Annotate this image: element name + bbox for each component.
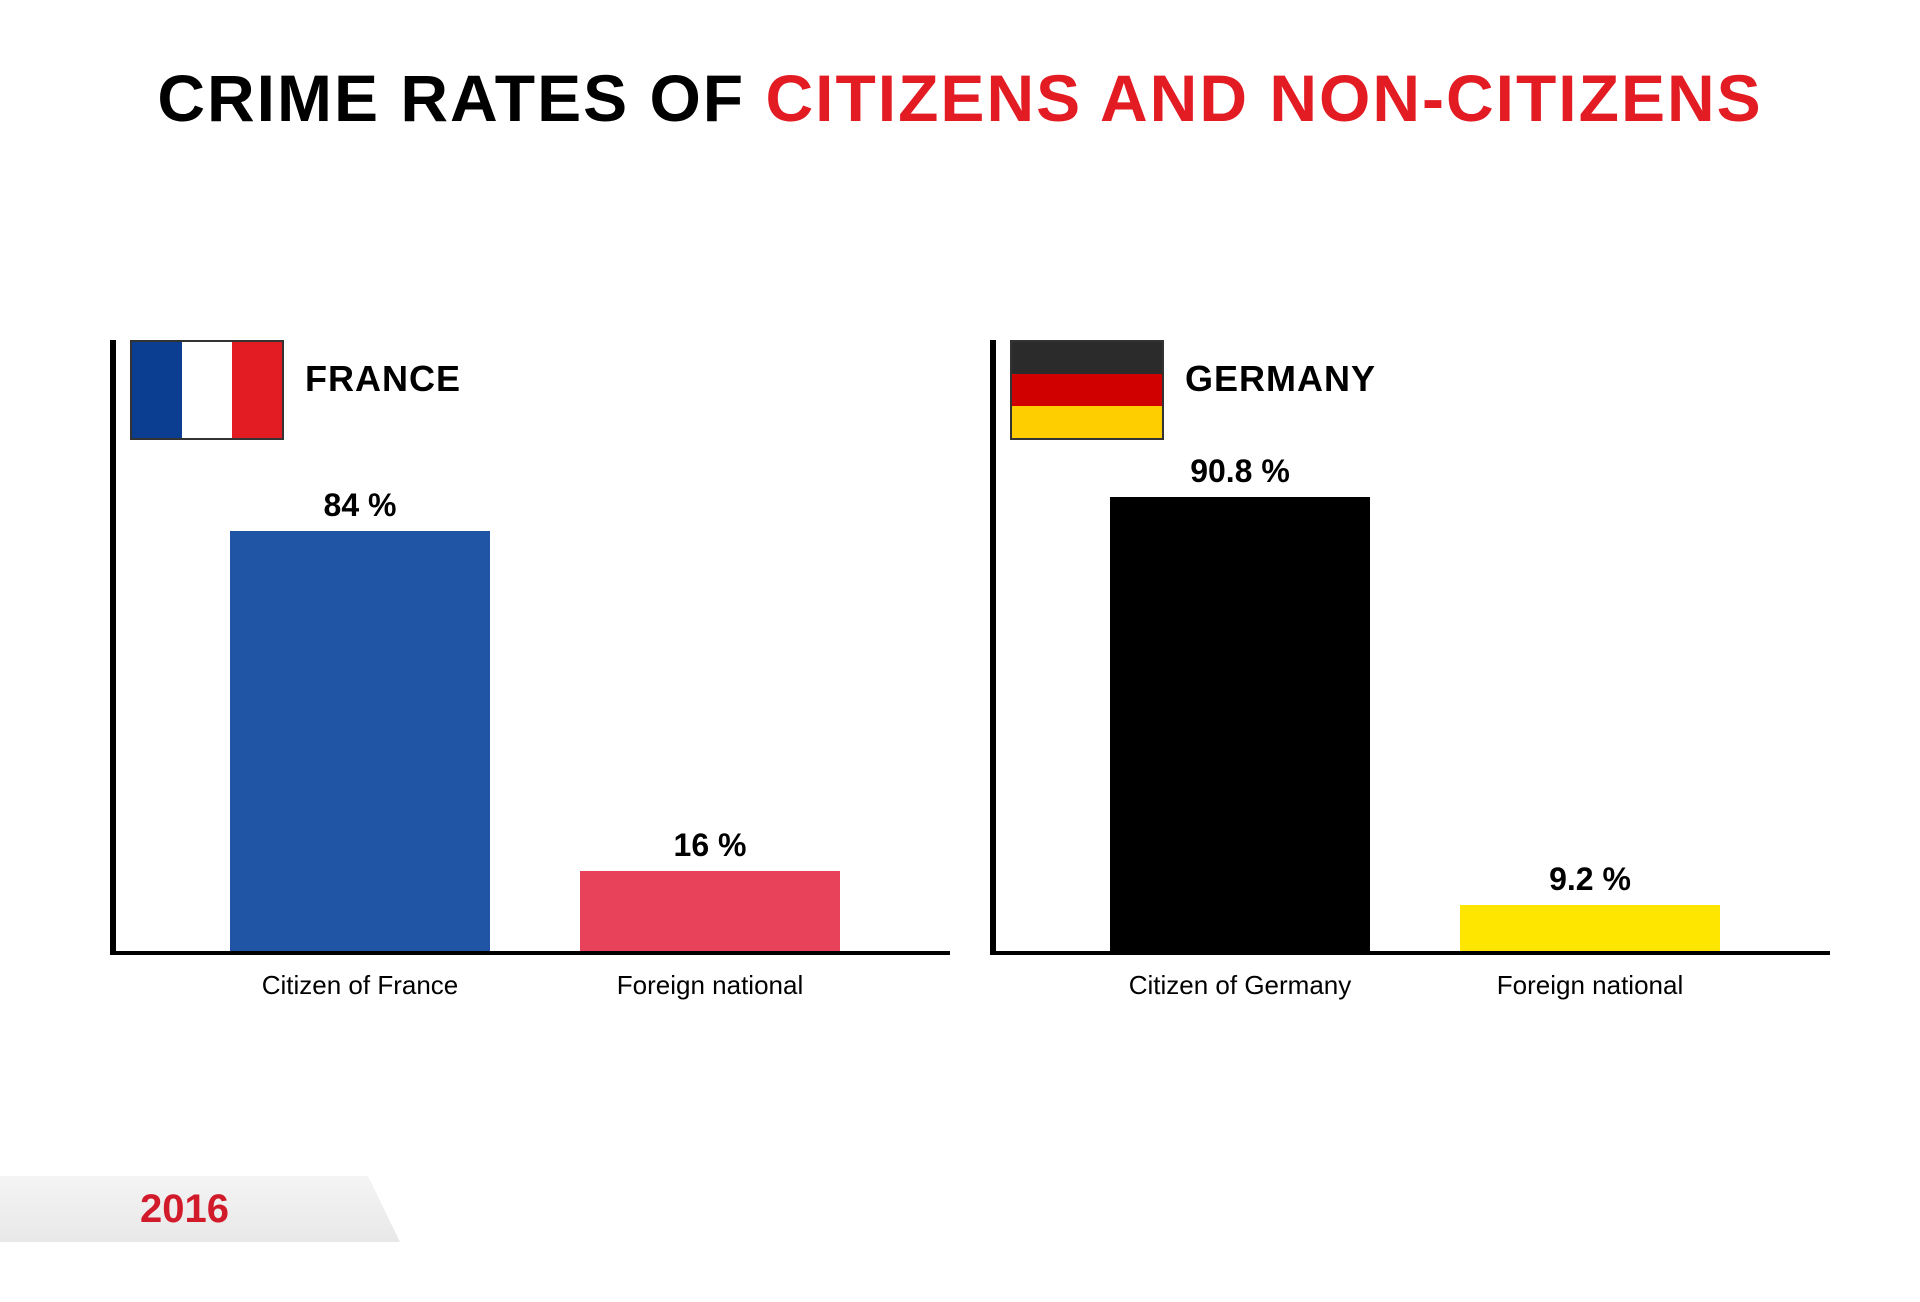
x-axis xyxy=(110,951,950,955)
bar-citizen-value: 84 % xyxy=(230,487,490,524)
bar-foreign xyxy=(1460,905,1720,951)
title-part-2: CITIZENS AND NON-CITIZENS xyxy=(765,61,1762,135)
flag-stripe-2 xyxy=(182,342,232,438)
page-title: CRIME RATES OF CITIZENS AND NON-CITIZENS xyxy=(0,60,1920,136)
bar-foreign-value: 9.2 % xyxy=(1460,861,1720,898)
charts-row: FRANCE 84 % Citizen of France 16 % Forei… xyxy=(0,340,1920,980)
bar-foreign xyxy=(580,871,840,951)
bar-citizen-value: 90.8 % xyxy=(1110,453,1370,490)
flag-stripe-1 xyxy=(132,342,182,438)
x-axis xyxy=(990,951,1830,955)
bar-foreign-value: 16 % xyxy=(580,827,840,864)
germany-flag-icon xyxy=(1010,340,1164,440)
y-axis xyxy=(110,340,116,955)
title-part-1: CRIME RATES OF xyxy=(157,61,745,135)
chart-germany: GERMANY 90.8 % Citizen of Germany 9.2 % … xyxy=(990,340,1810,980)
france-flag-icon xyxy=(130,340,284,440)
flag-stripe-3 xyxy=(1012,406,1162,438)
infographic-root: CRIME RATES OF CITIZENS AND NON-CITIZENS… xyxy=(0,0,1920,1302)
flag-stripe-3 xyxy=(232,342,282,438)
x-category-foreign: Foreign national xyxy=(1440,970,1740,1001)
x-category-foreign: Foreign national xyxy=(560,970,860,1001)
year-badge: 2016 xyxy=(0,1176,400,1242)
x-category-citizen: Citizen of France xyxy=(210,970,510,1001)
chart-france: FRANCE 84 % Citizen of France 16 % Forei… xyxy=(110,340,930,980)
flag-stripe-2 xyxy=(1012,374,1162,406)
flag-stripe-1 xyxy=(1012,342,1162,374)
bar-citizen xyxy=(230,531,490,951)
country-label: FRANCE xyxy=(305,358,461,400)
x-category-citizen: Citizen of Germany xyxy=(1090,970,1390,1001)
y-axis xyxy=(990,340,996,955)
country-label: GERMANY xyxy=(1185,358,1376,400)
bar-citizen xyxy=(1110,497,1370,951)
year-label: 2016 xyxy=(0,1187,229,1232)
